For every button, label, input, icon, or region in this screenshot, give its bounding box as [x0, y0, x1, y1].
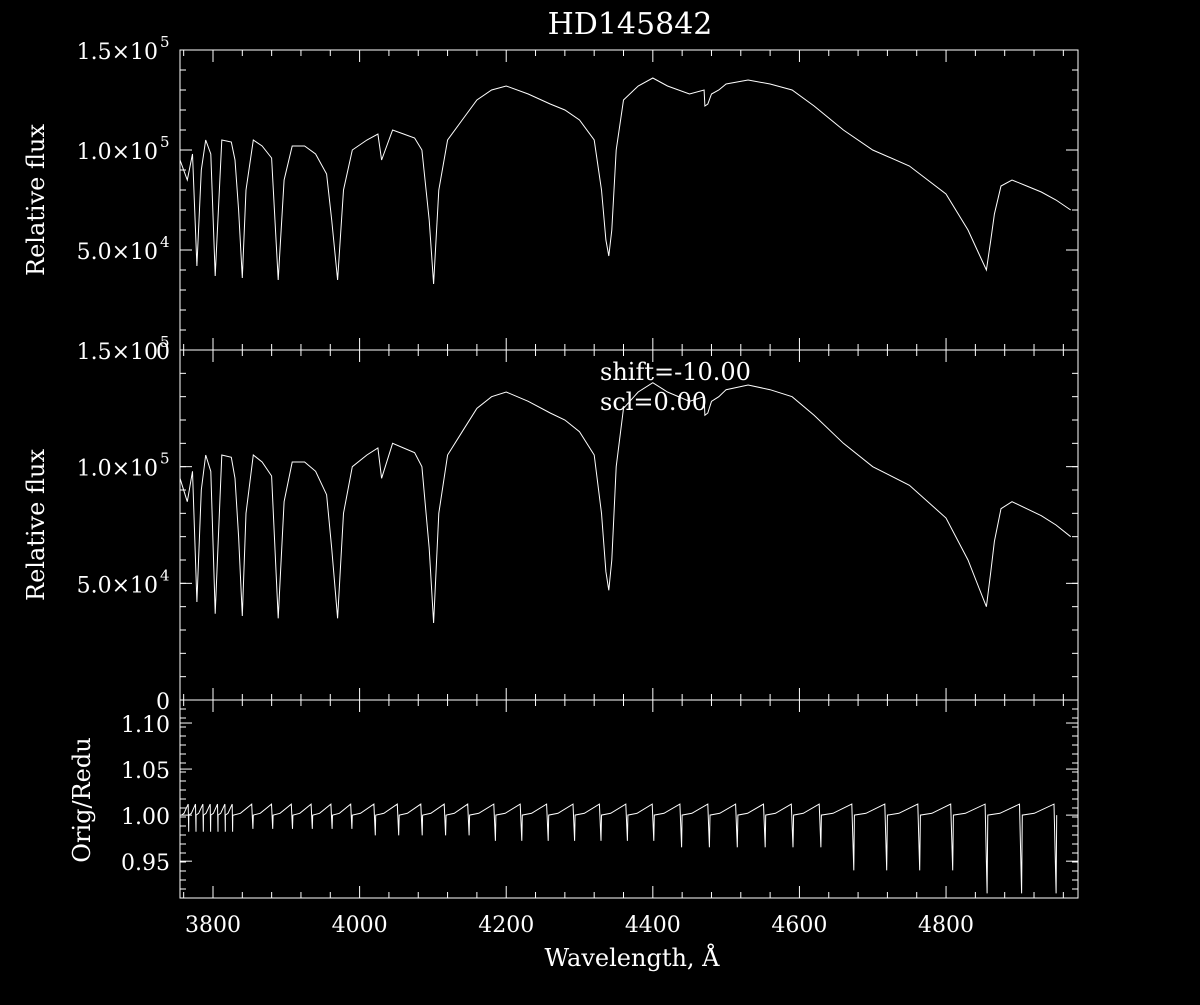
residual-line: [181, 803, 1058, 894]
bottom-ylabel: Orig/Redu: [68, 737, 96, 862]
top-ylabel: Relative flux: [22, 124, 50, 276]
xtick-label: 4800: [918, 913, 974, 938]
xtick-label: 3800: [185, 913, 241, 938]
ytick-exponent: 4: [160, 566, 170, 584]
xtick-label: 4600: [771, 913, 827, 938]
ytick-label: 1.5×10: [77, 40, 158, 65]
x-axis-label: Wavelength, Å: [544, 943, 720, 972]
chart-title: HD145842: [548, 7, 713, 42]
ytick-label: 1.5×10: [77, 340, 158, 365]
ytick-label: 1.10: [121, 713, 170, 738]
ytick-exponent: 5: [160, 33, 170, 51]
ytick-exponent: 4: [160, 233, 170, 251]
middle-ylabel: Relative flux: [22, 449, 50, 601]
ytick-label: 1.0×10: [77, 140, 158, 165]
scale-annotation: scl=0.00: [600, 388, 707, 416]
ytick-label: 0: [156, 340, 170, 365]
spectrum-line: [179, 77, 1071, 285]
ytick-label: 5.0×10: [77, 573, 158, 598]
ytick-label: 1.0×10: [77, 457, 158, 482]
ytick-label: 5.0×10: [77, 240, 158, 265]
ytick-exponent: 5: [160, 450, 170, 468]
xtick-label: 4200: [478, 913, 534, 938]
ytick-label: 1.05: [121, 759, 170, 784]
spectrum-line: [179, 382, 1072, 624]
dynamic-layer: 05.0×10 41.0×10 51.5×10 505.0×10 41.0×10 51.5…: [77, 33, 1078, 938]
ytick-label: 1.00: [121, 805, 170, 830]
ytick-label: 0: [156, 690, 170, 715]
shift-annotation: shift=-10.00: [600, 358, 751, 386]
ytick-exponent: 5: [160, 133, 170, 151]
ytick-exponent: 5: [160, 333, 170, 351]
xtick-label: 4000: [332, 913, 388, 938]
bottom-panel-frame: [179, 699, 1079, 899]
xtick-label: 4400: [625, 913, 681, 938]
ytick-label: 0.95: [121, 851, 170, 876]
